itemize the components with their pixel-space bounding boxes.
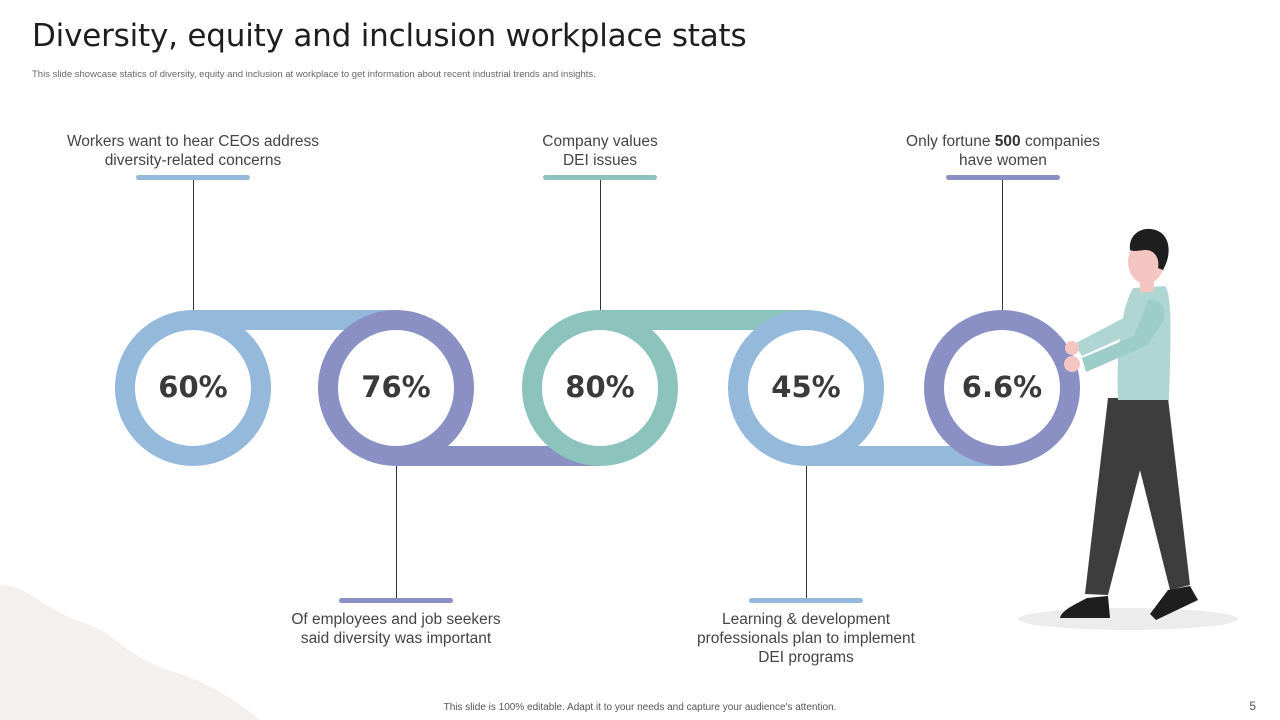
stat-label-4-line-1: Learning & development: [721, 611, 891, 628]
stat-ring-1: [115, 310, 271, 466]
stat-label-4-line-2: professionals plan to implement: [697, 630, 915, 647]
stat-label-2-line-1: Of employees and job seekers: [291, 611, 501, 628]
person-arm-front: [1082, 299, 1165, 372]
stat-label-3-accent-bar: [543, 175, 657, 180]
person-hand-front: [1064, 356, 1080, 372]
stat-label-3: Company values DEI issues: [440, 132, 760, 170]
stat-value-3: 80%: [565, 370, 635, 404]
connector-band-3-4: [600, 310, 806, 330]
stat-label-1: Workers want to hear CEOs address divers…: [33, 132, 353, 170]
stat-value-5: 6.6%: [961, 370, 1043, 404]
stat-label-3-line-2: DEI issues: [562, 152, 638, 169]
stat-label-4: Learning & development professionals pla…: [646, 610, 966, 667]
stat-label-1-line-1: Workers want to hear CEOs address: [66, 133, 320, 150]
connector-band-2-3: [396, 446, 600, 466]
stat-label-5-accent-bar: [946, 175, 1060, 180]
stat-connector-line-3: [600, 180, 601, 310]
stat-label-2-line-2: said diversity was important: [300, 630, 492, 647]
stat-ring-5: [924, 310, 1080, 466]
stat-label-1-accent-bar: [136, 175, 250, 180]
connector-band-4-5: [806, 446, 1002, 466]
stat-value-4: 45%: [771, 370, 841, 404]
stat-value-2: 76%: [361, 370, 431, 404]
stat-ring-2: [318, 310, 474, 466]
stat-label-4-line-3: DEI programs: [758, 649, 854, 666]
stat-connector-line-1: [193, 180, 194, 310]
stat-label-5-line-2: have women: [959, 152, 1047, 169]
person-shoe-right: [1150, 586, 1198, 620]
person-hair: [1129, 228, 1169, 270]
stat-label-4-accent-bar: [749, 598, 863, 603]
stat-connector-line-5: [1002, 180, 1003, 310]
stat-ring-3: [522, 310, 678, 466]
stat-ring-4: [728, 310, 884, 466]
stat-label-5-bold: 500: [994, 133, 1021, 150]
page-number: 5: [1249, 699, 1256, 713]
stat-connector-line-2: [396, 466, 397, 598]
stat-label-2: Of employees and job seekers said divers…: [236, 610, 556, 648]
stat-value-1: 60%: [158, 370, 228, 404]
person-hand-back: [1065, 341, 1079, 355]
stat-label-1-line-2: diversity-related concerns: [104, 152, 282, 169]
stat-label-2-accent-bar: [339, 598, 453, 603]
person-arm-back: [1074, 312, 1144, 356]
stat-label-5-post: companies: [1020, 133, 1100, 150]
page-title: Diversity, equity and inclusion workplac…: [32, 18, 747, 54]
page-subtitle: This slide showcase statics of diversity…: [32, 69, 596, 80]
person-pants: [1085, 398, 1190, 595]
stat-label-5-pre: Only fortune: [906, 133, 995, 150]
stat-label-5: Only fortune 500 companies have women: [843, 132, 1163, 170]
person-shadow: [1018, 608, 1238, 630]
person-shoe-left: [1060, 596, 1110, 618]
background-mountain-shape: [0, 585, 260, 720]
stat-connector-line-4: [806, 466, 807, 598]
person-illustration: [1018, 228, 1238, 630]
footer-note: This slide is 100% editable. Adapt it to…: [443, 702, 837, 713]
connector-band-1-2: [193, 310, 396, 330]
stat-label-3-line-1: Company values: [542, 133, 658, 150]
